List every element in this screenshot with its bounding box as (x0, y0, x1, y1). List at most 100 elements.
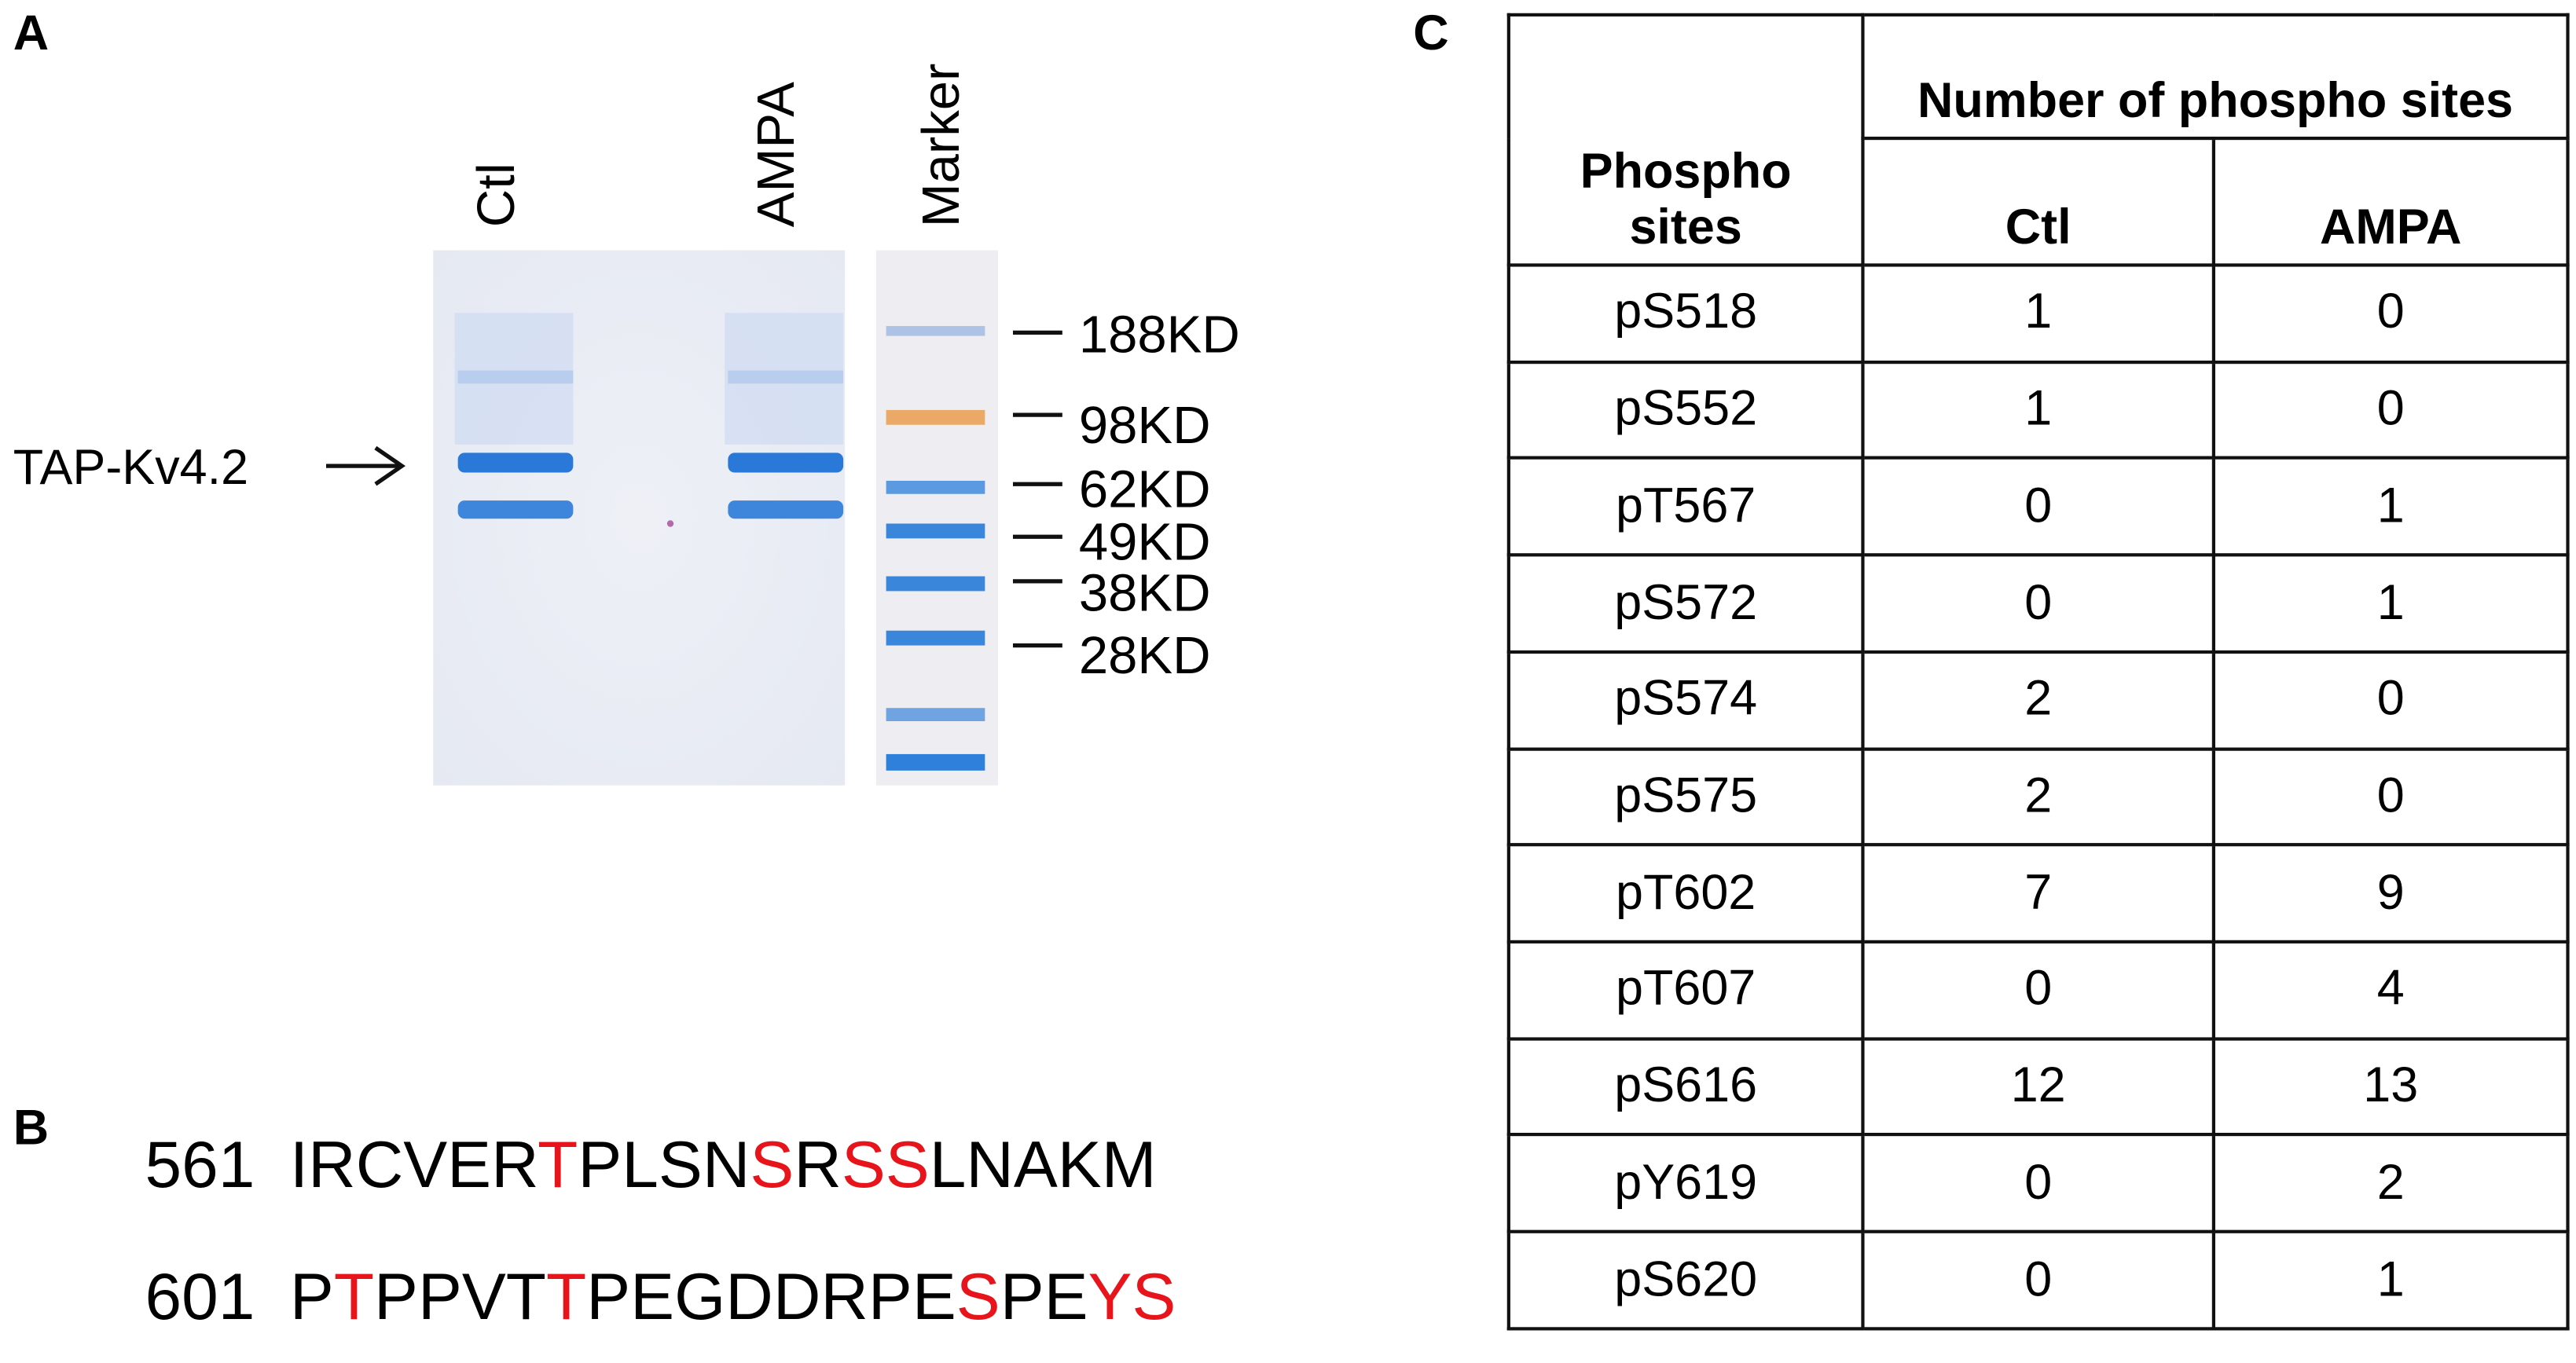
count-cell: 2 (1861, 746, 2215, 847)
table-row: pS616 12 13 (1506, 1036, 2570, 1138)
site-cell: pT607 (1506, 940, 1865, 1041)
count-cell: 7 (1861, 843, 2215, 944)
band (728, 453, 844, 473)
table-row: pS518 1 0 (1506, 263, 2570, 364)
marker-ticks (1012, 330, 1062, 648)
panel-label: C (1413, 5, 1448, 60)
marker-band (886, 708, 985, 722)
count-cell: 0 (1861, 456, 2215, 557)
panel-label: B (13, 1101, 49, 1156)
marker-band (886, 576, 985, 592)
phospho-residue: T (538, 1129, 578, 1203)
marker-label: 62KD (1079, 460, 1211, 519)
residue-number: 561 (145, 1129, 255, 1203)
count-cell: 1 (1861, 263, 2215, 364)
marker-label: 49KD (1079, 513, 1211, 572)
phospho-residue: S (956, 1261, 1000, 1334)
header-cell: Phospho sites (1506, 13, 1865, 267)
speck (666, 520, 674, 527)
count-cell: 1 (1861, 360, 2215, 460)
count-cell: 2 (2211, 1133, 2570, 1234)
table-row: pS620 0 1 (1506, 1230, 2570, 1331)
residues: PEGDDRPE (586, 1261, 956, 1334)
residues: R (794, 1129, 842, 1203)
marker-label: 98KD (1079, 396, 1211, 455)
band (457, 370, 574, 384)
phospho-table: Phospho sites Number of phospho sites Ct… (1506, 13, 2570, 1331)
count-cell: 0 (2211, 746, 2570, 847)
gel-panel: A B C Ctl AMPA Marker 188KD 98KD 62KD 49… (13, 5, 1449, 1156)
sequence: 561 IRCVERTPLSNSRSSLNAKM 601 PTPPVTTPEGDDRP… (145, 1100, 1176, 1363)
count-cell: 0 (1861, 553, 2215, 654)
count-cell: 13 (2211, 1036, 2570, 1138)
table-row: pT602 7 9 (1506, 843, 2570, 944)
panel-label: A (13, 5, 49, 60)
table-row: pS572 0 1 (1506, 553, 2570, 654)
site-cell: pS620 (1506, 1230, 1865, 1331)
residues: LNAKM (929, 1129, 1157, 1203)
lane-label: Ctl (467, 163, 526, 227)
marker-band (886, 409, 985, 425)
header-cell: Number of phospho sites (1861, 13, 2570, 141)
band-label: TAP-Kv4.2 (13, 440, 248, 495)
header-cell: AMPA (2211, 136, 2570, 267)
marker-band (886, 630, 985, 646)
residues: P (289, 1261, 334, 1334)
site-cell: pS575 (1506, 746, 1865, 847)
table-row: pS575 2 0 (1506, 746, 2570, 847)
count-cell: 4 (2211, 940, 2570, 1041)
count-cell: 1 (2211, 553, 2570, 654)
phospho-residue: T (546, 1261, 587, 1334)
table-row: pS552 1 0 (1506, 360, 2570, 460)
header-cell: Ctl (1861, 136, 2215, 267)
sequence-line: 601 PTPPVTTPEGDDRPESPEYS (145, 1232, 1176, 1363)
site-cell: pT602 (1506, 843, 1865, 944)
count-cell: 1 (2211, 1230, 2570, 1331)
count-cell: 0 (2211, 650, 2570, 750)
table-row: pT567 0 1 (1506, 456, 2570, 557)
sequence-line: 561 IRCVERTPLSNSRSSLNAKM (145, 1100, 1176, 1232)
site-cell: pS552 (1506, 360, 1865, 460)
marker-band (886, 523, 985, 539)
site-cell: pY619 (1506, 1133, 1865, 1234)
count-cell: 2 (1861, 650, 2215, 750)
phospho-residue: T (333, 1261, 375, 1334)
table-row: pS574 2 0 (1506, 650, 2570, 750)
table-row: pY619 0 2 (1506, 1133, 2570, 1234)
lane-label: Marker (912, 64, 971, 228)
count-cell: 9 (2211, 843, 2570, 944)
count-cell: 0 (1861, 1133, 2215, 1234)
band (457, 500, 574, 519)
residues: PLSN (578, 1129, 750, 1203)
band (728, 500, 844, 519)
residues: PE (1000, 1261, 1088, 1334)
marker-lane (876, 250, 999, 786)
arrow (325, 445, 406, 486)
marker-band (886, 481, 985, 494)
site-cell: pS616 (1506, 1036, 1865, 1138)
table-body: pS518 1 0 pS552 1 0 pT567 0 1 pS572 0 1 pS574 2 0 pS575… (1506, 263, 2570, 1331)
phospho-residue: SS (841, 1129, 930, 1203)
count-cell: 0 (2211, 360, 2570, 460)
residues: PPVT (374, 1261, 547, 1334)
phospho-residue: S (750, 1129, 794, 1203)
residue-number: 601 (145, 1261, 255, 1334)
count-cell: 1 (2211, 456, 2570, 557)
marker-label: 188KD (1079, 306, 1240, 365)
site-cell: pS518 (1506, 263, 1865, 364)
phospho-residue: YS (1088, 1261, 1176, 1334)
count-cell: 0 (1861, 940, 2215, 1041)
site-cell: pS574 (1506, 650, 1865, 750)
residues: IRCVER (289, 1129, 538, 1203)
marker-band (886, 753, 985, 771)
count-cell: 0 (2211, 263, 2570, 364)
site-cell: pS572 (1506, 553, 1865, 654)
band (728, 370, 844, 384)
marker-band (886, 325, 985, 336)
marker-label: 38KD (1079, 564, 1211, 623)
marker-label: 28KD (1079, 626, 1211, 685)
count-cell: 12 (1861, 1036, 2215, 1138)
site-cell: pT567 (1506, 456, 1865, 557)
